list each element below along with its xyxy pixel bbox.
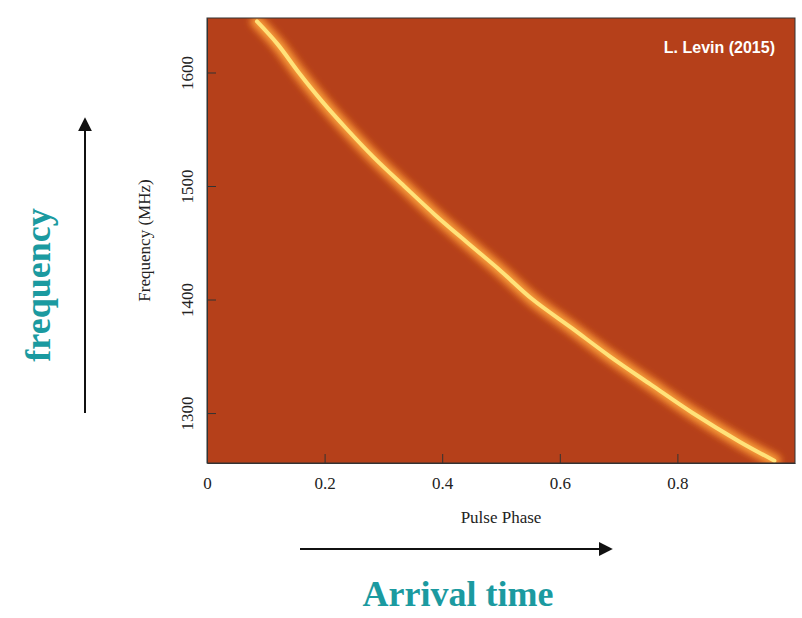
- y-tick-mark: [207, 72, 216, 73]
- curve-glow: [257, 21, 774, 460]
- arrival-time-label: Arrival time: [363, 574, 554, 614]
- x-tick-mark: [677, 454, 678, 463]
- chart: 0 0.2 0.4 0.6 0.8 1300 1400 1500 1600 Pulse Phase…: [0, 0, 802, 618]
- plot-background: [207, 18, 795, 463]
- frequency-label: frequency: [18, 208, 58, 361]
- x-tick-label: 0.8: [667, 474, 688, 493]
- x-tick-mark: [442, 454, 443, 463]
- y-tick-label: 1400: [178, 283, 197, 317]
- y-tick-mark: [207, 413, 216, 414]
- y-tick-label: 1600: [178, 56, 197, 90]
- time-arrow: [300, 548, 610, 550]
- y-tick-mark: [207, 300, 216, 301]
- x-axis: 0 0.2 0.4 0.6 0.8: [203, 454, 795, 493]
- x-tick-label: 0.4: [432, 474, 454, 493]
- x-tick-label: 0: [203, 474, 212, 493]
- y-tick: 1300: [178, 397, 216, 431]
- x-tick: 0.6: [550, 454, 571, 493]
- x-tick-mark: [325, 454, 326, 463]
- x-tick-label: 0.6: [550, 474, 571, 493]
- y-tick-label: 1500: [178, 170, 197, 204]
- x-tick: 0.2: [314, 454, 335, 493]
- x-tick: 0.8: [667, 454, 688, 493]
- y-axis-line: [207, 19, 208, 464]
- y-tick-label: 1300: [178, 397, 197, 431]
- y-axis: 1300 1400 1500 1600: [178, 19, 216, 464]
- y-tick: 1600: [178, 56, 216, 90]
- curve-halo: [257, 21, 774, 460]
- x-tick-label: 0.2: [314, 474, 335, 493]
- x-tick-mark: [560, 454, 561, 463]
- x-axis-title: Pulse Phase: [461, 508, 542, 527]
- y-tick: 1400: [178, 283, 216, 317]
- x-axis-line: [208, 463, 796, 464]
- y-tick: 1500: [178, 170, 216, 204]
- plot-area: [257, 21, 774, 460]
- y-tick-mark: [207, 186, 216, 187]
- curve: [257, 21, 774, 460]
- credit-label: L. Levin (2015): [664, 39, 775, 56]
- y-axis-title: Frequency (MHz): [135, 179, 154, 301]
- frequency-arrow: [84, 120, 86, 413]
- x-tick: 0.4: [432, 454, 454, 493]
- plot-frame: [207, 18, 795, 463]
